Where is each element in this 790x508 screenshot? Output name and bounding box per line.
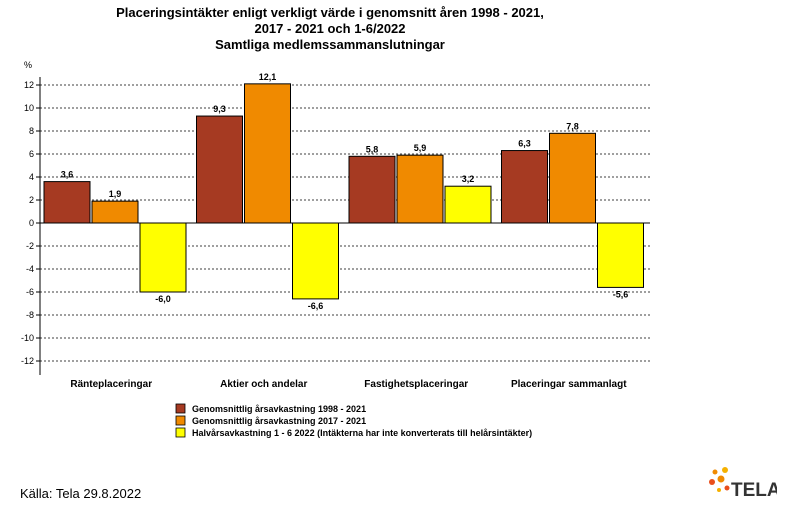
bar-3-3 — [444, 185, 492, 224]
category-label: Fastighetsplaceringar — [364, 379, 468, 390]
legend-label: Halvårsavkastning 1 - 6 2022 (Intäkterna… — [192, 428, 532, 438]
bar-3-1 — [348, 155, 396, 224]
y-tick-label: 8 — [29, 126, 34, 136]
y-tick-label: 0 — [29, 218, 34, 228]
category-label: Ränteplaceringar — [70, 379, 152, 390]
bar-3-2 — [396, 154, 444, 224]
y-tick-label: 4 — [29, 172, 34, 182]
bar-2-1 — [196, 115, 243, 224]
title-line-1: Placeringsintäkter enligt verkligt värde… — [116, 5, 544, 20]
title-line-2: 2017 - 2021 och 1-6/2022 — [254, 21, 405, 36]
chart-title: Placeringsintäkter enligt verkligt värde… — [116, 5, 544, 52]
bars — [43, 83, 644, 300]
bar-1-3 — [139, 222, 187, 293]
y-tick-label: -6 — [26, 287, 34, 297]
category-labels: Ränteplaceringar Aktier och andelar Fastig… — [70, 379, 627, 390]
data-labels: 3,6 1,9 -6,0 9,3 12,1 -6,6 5,8 5,9 3,2 6,3 7,8 -5,6 — [61, 72, 629, 311]
legend: Genomsnittlig årsavkastning 1998 - 2021 G… — [175, 403, 532, 438]
logo-text: TELA — [731, 480, 777, 498]
bar-1-2 — [91, 200, 139, 224]
data-label: 1,9 — [109, 189, 122, 199]
y-tick-label: 12 — [24, 80, 34, 90]
y-tick-label: -10 — [21, 333, 34, 343]
bar-1-1 — [43, 181, 91, 224]
y-tick-label: -4 — [26, 264, 34, 274]
legend-swatch — [175, 415, 186, 426]
data-label: -6,0 — [155, 294, 171, 304]
bar-4-2 — [549, 132, 596, 224]
data-label: 5,9 — [414, 143, 427, 153]
y-tick-label: -12 — [21, 356, 34, 366]
bar-4-1 — [501, 150, 548, 224]
y-tick-label: 2 — [29, 195, 34, 205]
legend-label: Genomsnittlig årsavkastning 2017 - 2021 — [192, 416, 366, 426]
source-note: Källa: Tela 29.8.2022 — [20, 486, 142, 501]
legend-label: Genomsnittlig årsavkastning 1998 - 2021 — [192, 404, 366, 414]
y-tick-label: 6 — [29, 149, 34, 159]
data-label: -5,6 — [613, 289, 629, 299]
legend-swatch — [175, 427, 186, 438]
data-label: 7,8 — [566, 121, 579, 131]
category-label: Placeringar sammanlagt — [511, 379, 627, 390]
title-line-3: Samtliga medlemssammanslutningar — [215, 37, 445, 52]
data-label: 5,8 — [366, 144, 379, 154]
tela-logo: TELA — [707, 466, 781, 501]
legend-swatch — [175, 403, 186, 414]
data-label: 9,3 — [213, 104, 226, 114]
y-tick-label: 10 — [24, 103, 34, 113]
data-label: 6,3 — [518, 139, 531, 149]
bar-2-3 — [292, 222, 339, 300]
y-axis: % 12 10 8 6 4 2 0 -2 -4 -6 -8 -10 -12 — [21, 60, 650, 375]
bar-4-3 — [597, 222, 644, 288]
data-label: 3,2 — [462, 174, 475, 184]
y-tick-label: -2 — [26, 241, 34, 251]
y-tick-label: -8 — [26, 310, 34, 320]
data-label: -6,6 — [308, 301, 324, 311]
category-label: Aktier och andelar — [220, 379, 307, 390]
grid — [40, 84, 650, 362]
y-axis-label: % — [24, 60, 32, 70]
data-label: 3,6 — [61, 170, 74, 180]
bar-2-2 — [244, 83, 291, 224]
data-label: 12,1 — [259, 72, 277, 82]
